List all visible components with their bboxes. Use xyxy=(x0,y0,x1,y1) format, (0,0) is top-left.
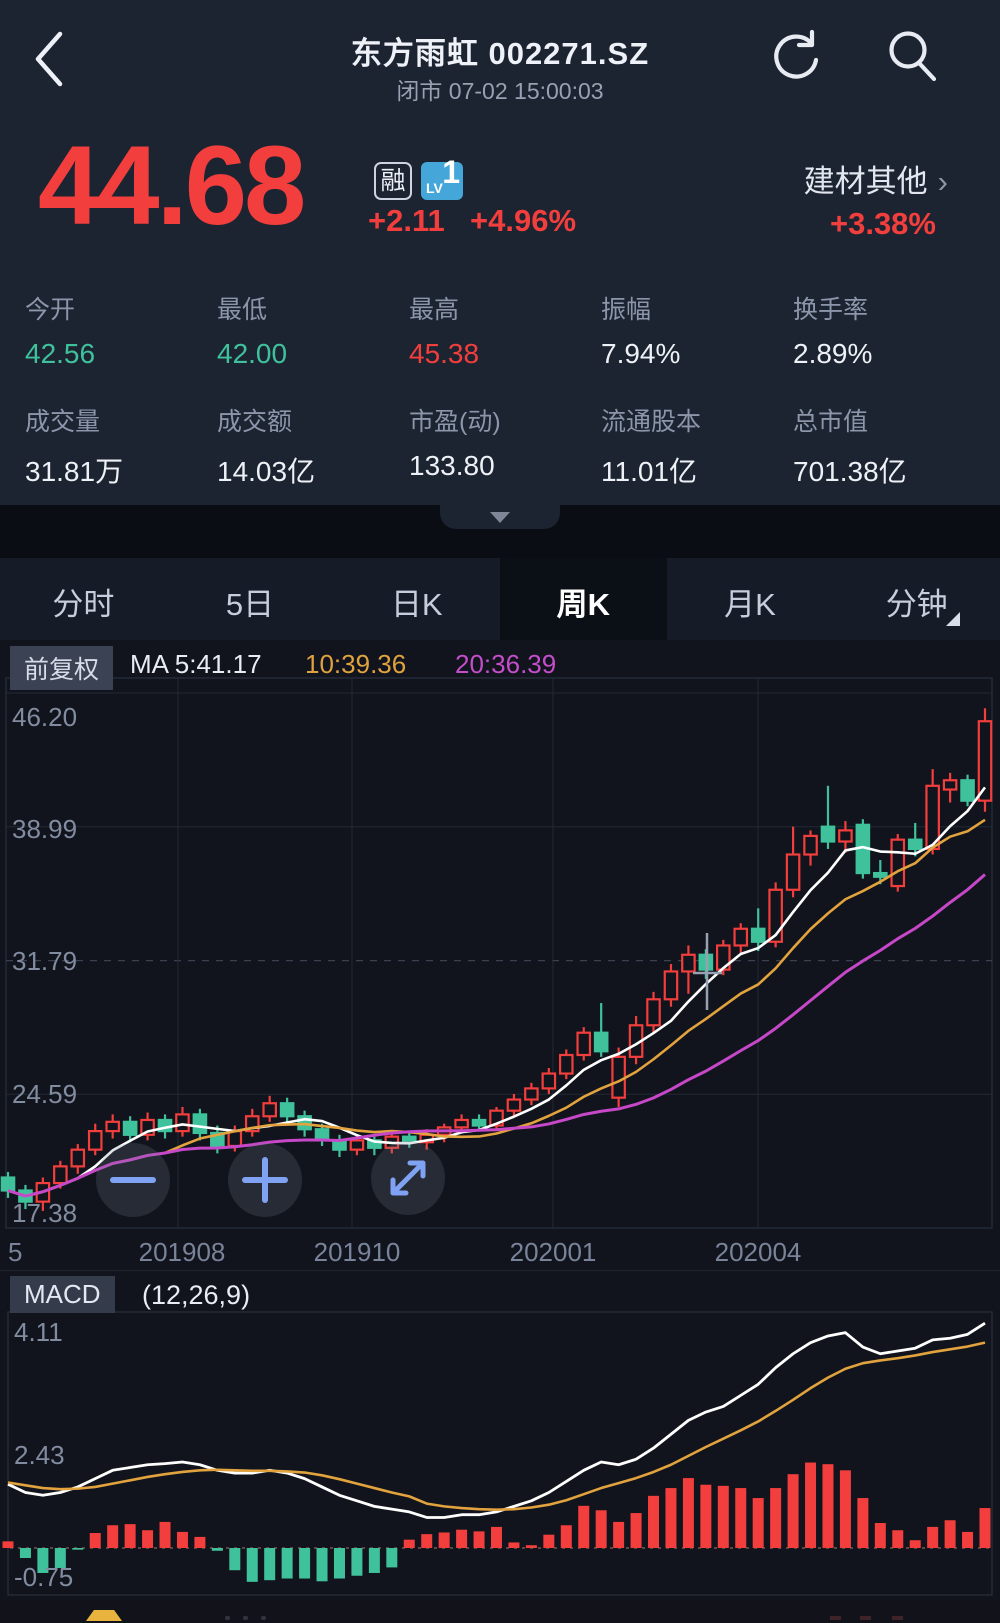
zoom-out-button[interactable] xyxy=(96,1143,170,1217)
x-label-2: 201910 xyxy=(314,1237,401,1267)
refresh-icon[interactable] xyxy=(768,28,826,86)
macd-y-label-2: -0.75 xyxy=(14,1562,73,1592)
dot-icon xyxy=(225,1616,230,1620)
timeframe-tabbar: 分时 5日 日K 周K 月K 分钟 xyxy=(0,558,1000,645)
x-label-3: 202001 xyxy=(510,1237,597,1267)
collapse-handle[interactable] xyxy=(440,505,560,529)
tab-monthly-k[interactable]: 月K xyxy=(724,587,776,622)
timeframe-dropdown-indicator[interactable] xyxy=(946,612,960,626)
crosshair-marker xyxy=(693,933,722,1010)
macd-y-label-1: 2.43 xyxy=(14,1440,65,1470)
plus-icon xyxy=(242,1157,288,1203)
macd-chart[interactable]: 4.11 2.43 -0.75 xyxy=(0,1270,1000,1600)
stat-float-shares: 流通股本 11.01亿 xyxy=(601,408,702,487)
x-label-0: 5 xyxy=(8,1237,22,1267)
sector-change: +3.38% xyxy=(829,206,936,241)
sector-link[interactable]: 建材其他 › xyxy=(803,164,948,199)
market-status: 闭市 07-02 15:00:03 xyxy=(396,78,604,104)
tab-weekly-k[interactable]: 周K xyxy=(500,558,667,645)
dot-icon xyxy=(261,1616,266,1620)
dot-icon xyxy=(243,1616,248,1620)
price-change: +2.11 xyxy=(368,203,445,238)
y-label-2: 31.79 xyxy=(12,946,77,976)
back-icon[interactable] xyxy=(28,28,72,90)
macd-params: (12,26,9) xyxy=(142,1280,251,1310)
tab-daily-k[interactable]: 日K xyxy=(390,587,443,622)
macd-indicator-chip[interactable]: MACD xyxy=(10,1276,115,1313)
ma20-legend: 20:36.39 xyxy=(455,649,557,679)
stat-open: 今开 42.56 xyxy=(25,296,96,369)
y-label-0: 46.20 xyxy=(12,702,77,732)
x-label-1: 201908 xyxy=(139,1237,226,1267)
last-price: 44.68 xyxy=(38,123,306,248)
red-mark xyxy=(892,1616,903,1620)
red-mark xyxy=(830,1616,841,1620)
bottom-toolbar-edge xyxy=(0,1600,1000,1623)
level-badge: LV 1 xyxy=(421,154,463,200)
stat-turnover-rate: 换手率 2.89% xyxy=(793,296,873,369)
stat-amplitude: 振幅 7.94% xyxy=(601,296,681,369)
y-label-3: 24.59 xyxy=(12,1079,77,1109)
ma5-legend: MA 5:41.17 xyxy=(130,649,262,679)
red-mark xyxy=(860,1616,871,1620)
page-title: 东方雨虹 002271.SZ xyxy=(350,36,650,71)
ma-legend: 前复权 MA 5:41.17 10:39.36 20:36.39 xyxy=(0,645,1000,690)
stat-low: 最低 42.00 xyxy=(217,296,288,369)
stats-grid: 今开 42.56 最低 42.00 最高 45.38 振幅 7.94% 换手率 2.89%… xyxy=(25,290,985,494)
stat-volume: 成交量 31.81万 xyxy=(25,408,124,487)
fullscreen-button[interactable] xyxy=(371,1141,445,1215)
macd-header: MACD (12,26,9) xyxy=(0,1274,1000,1313)
kline-chart[interactable]: 46.20 38.99 31.79 24.59 17.38 5 201908 2… xyxy=(0,640,1000,1270)
stat-market-cap: 总市值 701.38亿 xyxy=(793,408,907,487)
macd-y-label-0: 4.11 xyxy=(14,1317,63,1347)
zoom-in-button[interactable] xyxy=(228,1143,302,1217)
quote-panel: 东方雨虹 002271.SZ 闭市 07-02 15:00:03 44.68 融… xyxy=(0,0,1000,505)
y-label-1: 38.99 xyxy=(12,814,77,844)
y-label-4: 17.38 xyxy=(12,1198,77,1228)
tab-minute-line[interactable]: 分时 xyxy=(52,587,115,622)
chevron-down-icon xyxy=(490,512,510,523)
stat-amount: 成交额 14.03亿 xyxy=(217,408,316,487)
ma10-legend: 10:39.36 xyxy=(305,649,407,679)
search-icon[interactable] xyxy=(882,26,942,86)
stat-high: 最高 45.38 xyxy=(409,296,480,369)
stat-pe: 市盈(动) 133.80 xyxy=(409,408,501,481)
chevron-right-icon: › xyxy=(937,164,948,199)
macd-series-layer xyxy=(2,1322,991,1582)
panel-divider xyxy=(0,505,1000,558)
gold-icon[interactable] xyxy=(86,1610,122,1621)
candles-layer xyxy=(0,708,993,1211)
x-label-4: 202004 xyxy=(715,1237,802,1267)
adjust-mode-chip[interactable]: 前复权 xyxy=(10,646,114,690)
tab-minutes[interactable]: 分钟 xyxy=(885,587,948,622)
margin-badge: 融 xyxy=(374,162,412,200)
tab-5day[interactable]: 5日 xyxy=(225,587,275,622)
expand-arrows-icon xyxy=(390,1160,426,1196)
price-change-pct: +4.96% xyxy=(470,203,577,238)
